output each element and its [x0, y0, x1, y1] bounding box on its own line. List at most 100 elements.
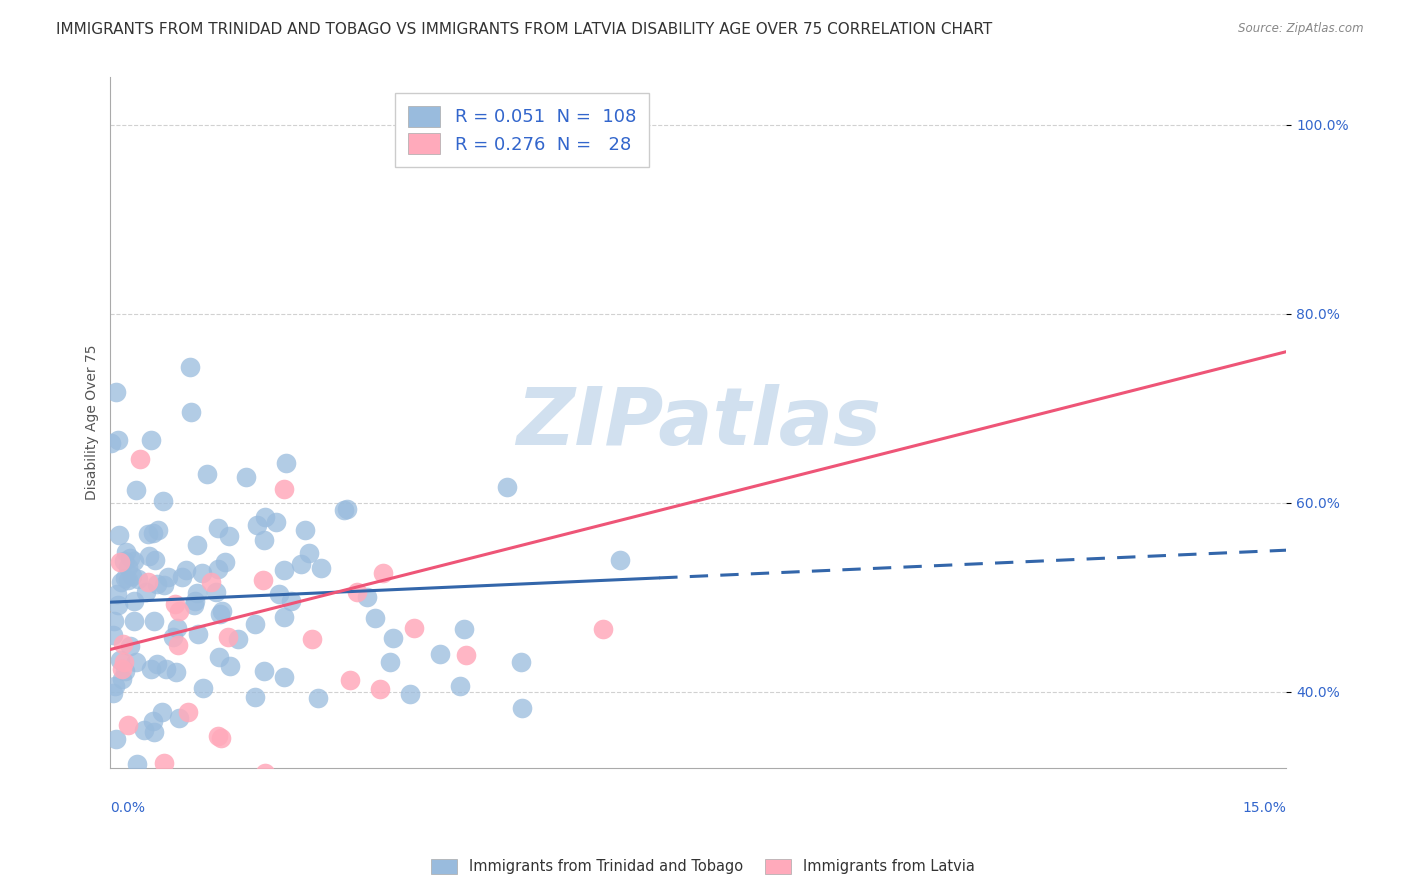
Point	[166, 621, 188, 635]
Point	[253, 533, 276, 547]
Point	[117, 573, 139, 587]
Point	[510, 655, 533, 669]
Point	[124, 554, 146, 568]
Point	[107, 586, 129, 600]
Point	[235, 470, 257, 484]
Point	[207, 650, 229, 665]
Point	[165, 598, 187, 612]
Point	[153, 578, 176, 592]
Point	[114, 665, 136, 679]
Point	[399, 687, 422, 701]
Point	[245, 616, 267, 631]
Point	[112, 655, 135, 669]
Point	[454, 648, 477, 662]
Point	[138, 549, 160, 563]
Point	[111, 672, 134, 686]
Point	[254, 510, 277, 524]
Point	[211, 604, 233, 618]
Point	[429, 647, 451, 661]
Point	[267, 587, 290, 601]
Point	[107, 434, 129, 448]
Point	[153, 756, 176, 770]
Point	[167, 639, 190, 653]
Point	[139, 662, 162, 676]
Point	[150, 705, 173, 719]
Point	[142, 526, 165, 541]
Point	[280, 593, 302, 607]
Point	[218, 529, 240, 543]
Point	[449, 679, 471, 693]
Point	[125, 483, 148, 497]
Point	[125, 655, 148, 669]
Point	[380, 655, 402, 669]
Point	[274, 456, 297, 470]
Point	[157, 570, 180, 584]
Point	[120, 640, 142, 654]
Point	[290, 558, 312, 572]
Point	[187, 627, 209, 641]
Point	[170, 570, 193, 584]
Point	[108, 528, 131, 542]
Point	[217, 630, 239, 644]
Point	[135, 585, 157, 599]
Point	[253, 664, 276, 678]
Point	[214, 555, 236, 569]
Point	[246, 518, 269, 533]
Point	[103, 679, 125, 693]
Point	[512, 701, 534, 715]
Point	[114, 544, 136, 558]
Point	[146, 523, 169, 537]
Point	[273, 670, 295, 684]
Text: ZIPatlas: ZIPatlas	[516, 384, 882, 461]
Point	[177, 706, 200, 720]
Point	[495, 480, 517, 494]
Point	[127, 572, 149, 586]
Point	[125, 757, 148, 772]
Point	[200, 575, 222, 590]
Point	[592, 622, 614, 636]
Point	[186, 538, 208, 552]
Point	[139, 433, 162, 447]
Point	[207, 730, 229, 744]
Point	[107, 598, 129, 612]
Point	[155, 661, 177, 675]
Point	[273, 610, 295, 624]
Legend: Immigrants from Trinidad and Tobago, Immigrants from Latvia: Immigrants from Trinidad and Tobago, Imm…	[425, 853, 981, 880]
Point	[184, 593, 207, 607]
Text: IMMIGRANTS FROM TRINIDAD AND TOBAGO VS IMMIGRANTS FROM LATVIA DISABILITY AGE OVE: IMMIGRANTS FROM TRINIDAD AND TOBAGO VS I…	[56, 22, 993, 37]
Point	[121, 568, 143, 582]
Point	[104, 731, 127, 746]
Point	[381, 631, 404, 645]
Point	[273, 562, 295, 576]
Point	[108, 653, 131, 667]
Point	[165, 665, 187, 680]
Point	[205, 585, 228, 599]
Point	[111, 662, 134, 676]
Point	[167, 711, 190, 725]
Point	[207, 562, 229, 576]
Point	[253, 766, 276, 780]
Point	[145, 577, 167, 591]
Point	[252, 574, 274, 588]
Point	[136, 527, 159, 541]
Point	[374, 795, 396, 809]
Text: Source: ZipAtlas.com: Source: ZipAtlas.com	[1239, 22, 1364, 36]
Point	[191, 566, 214, 580]
Point	[174, 563, 197, 577]
Point	[371, 566, 394, 580]
Point	[110, 555, 132, 569]
Point	[145, 657, 167, 672]
Point	[209, 607, 232, 621]
Point	[103, 614, 125, 628]
Point	[226, 632, 249, 647]
Point	[110, 575, 132, 590]
Point	[134, 723, 156, 737]
Point	[122, 593, 145, 607]
Text: 0.0%: 0.0%	[111, 801, 145, 814]
Point	[346, 585, 368, 599]
Point	[128, 451, 150, 466]
Point	[336, 502, 359, 516]
Point	[364, 611, 387, 625]
Point	[100, 436, 122, 450]
Point	[122, 614, 145, 628]
